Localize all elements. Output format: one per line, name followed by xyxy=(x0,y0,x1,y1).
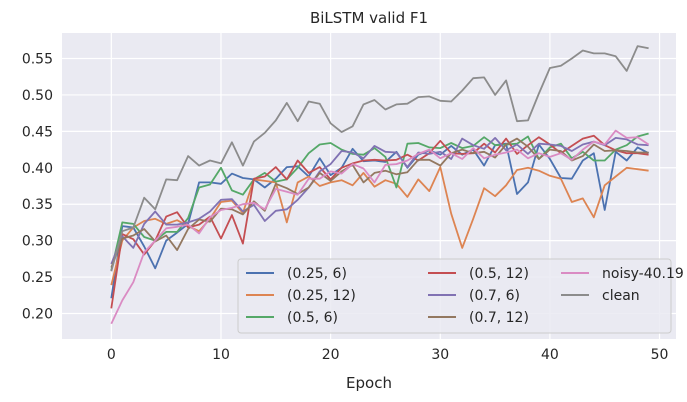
series-layer xyxy=(110,45,650,325)
series-line xyxy=(110,132,649,271)
y-tick-label: 0.40 xyxy=(22,161,53,177)
x-tick-label: 50 xyxy=(651,347,669,363)
x-tick-label: 40 xyxy=(541,347,559,363)
series-line xyxy=(110,45,649,272)
y-tick-label: 0.25 xyxy=(22,270,53,286)
y-tick-label: 0.45 xyxy=(22,124,53,140)
legend: (0.25, 6) (0.25, 12) (0.5, 6) (0.5, 12) (0.7… xyxy=(237,258,684,334)
y-tick-label: 0.50 xyxy=(22,88,53,104)
legend-label: (0.7, 6) xyxy=(469,288,520,304)
chart-title: BiLSTM valid F1 xyxy=(310,9,428,27)
legend-label: (0.25, 6) xyxy=(287,266,347,282)
x-tick-label: 30 xyxy=(431,347,449,363)
series-line xyxy=(110,142,650,299)
legend-label: (0.7, 12) xyxy=(469,310,529,326)
series-line xyxy=(110,136,649,265)
legend-label: (0.25, 12) xyxy=(287,288,356,304)
legend-label: (0.5, 6) xyxy=(287,310,338,326)
x-tick-label: 20 xyxy=(322,347,340,363)
y-tick-label: 0.55 xyxy=(22,52,53,68)
y-tick-label: 0.35 xyxy=(22,197,53,213)
series-line xyxy=(110,129,650,325)
legend-label: noisy-40.19 xyxy=(602,266,684,282)
y-tick-label: 0.20 xyxy=(22,307,53,323)
series-line xyxy=(110,134,649,309)
x-axis-label: Epoch xyxy=(346,374,392,392)
x-tick-label: 0 xyxy=(107,347,116,363)
legend-label: (0.5, 12) xyxy=(469,266,529,282)
x-tick-label: 10 xyxy=(212,347,230,363)
legend-label: clean xyxy=(602,288,640,304)
y-tick-label: 0.30 xyxy=(22,234,53,250)
tick-labels: 0 10 20 30 40 50 0.20 0.25 0.30 0.35 0.40 0.45 0.50 0… xyxy=(22,52,669,364)
series-line xyxy=(110,137,649,268)
